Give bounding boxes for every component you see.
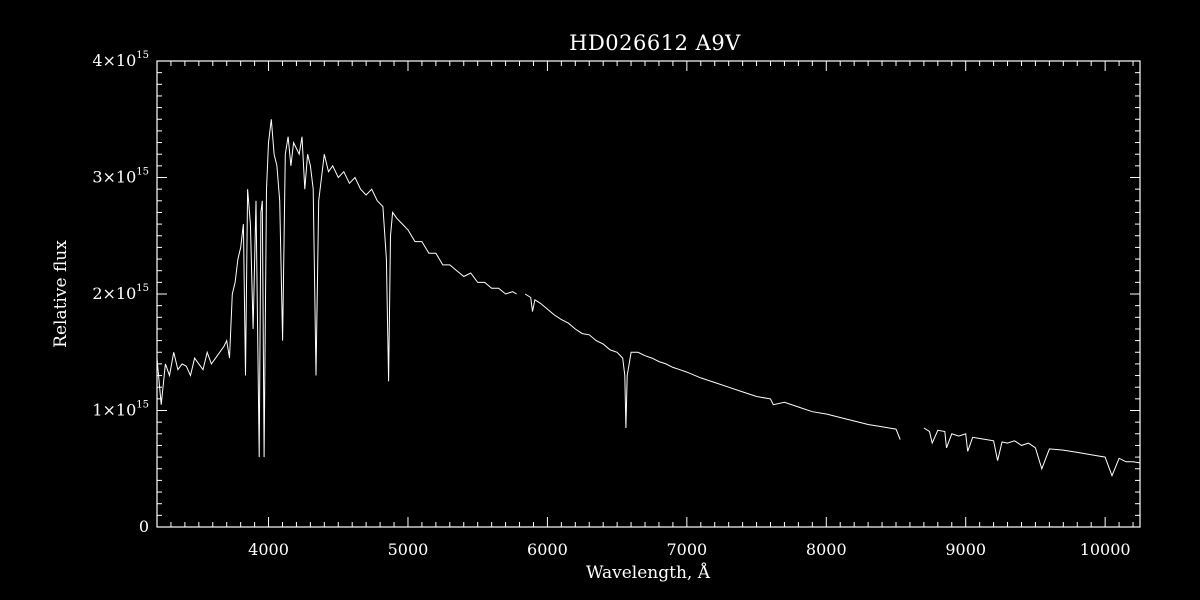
spectrum-segment — [923, 427, 1141, 478]
spectrum-line — [156, 119, 1141, 478]
spectrum-segment — [524, 293, 901, 440]
y-tick-label: 1×1015 — [92, 400, 149, 420]
spectrum-segment — [156, 119, 517, 458]
y-tick-labels: 0 1×1015 2×1015 3×1015 4×1015 — [92, 50, 149, 536]
x-tick-label: 4000 — [248, 540, 289, 559]
chart-title: HD026612 A9V — [569, 31, 741, 55]
x-tick-label: 6000 — [527, 540, 568, 559]
x-tick-label: 5000 — [388, 540, 429, 559]
x-tick-labels: 4000 5000 6000 7000 8000 9000 10000 — [248, 540, 1130, 559]
x-tick-label: 10000 — [1080, 540, 1131, 559]
y-tick-label: 4×1015 — [92, 50, 149, 70]
axis-ticks — [156, 60, 1140, 528]
y-axis-label: Relative flux — [51, 240, 71, 348]
x-tick-label: 9000 — [945, 540, 986, 559]
x-axis-label: Wavelength, Å — [586, 562, 711, 583]
y-tick-label: 0 — [139, 517, 149, 536]
plot-frame — [156, 60, 1141, 528]
x-tick-label: 8000 — [806, 540, 847, 559]
y-tick-label: 2×1015 — [92, 283, 149, 303]
x-tick-label: 7000 — [666, 540, 707, 559]
y-tick-label: 3×1015 — [92, 167, 149, 187]
